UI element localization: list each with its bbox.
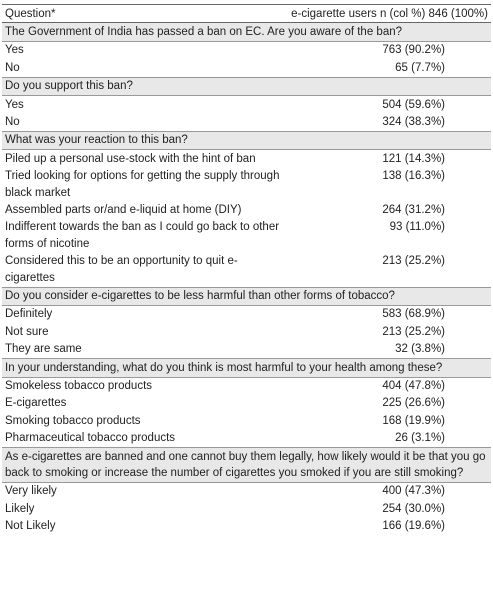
row-value: 504 (59.6%)	[382, 98, 445, 111]
data-row: E-cigarettes 225 (26.6%)	[2, 395, 491, 412]
survey-table: Question* e-cigarette users n (col %) 84…	[2, 3, 491, 536]
section-question: The Government of India has passed a ban…	[2, 22, 491, 42]
row-value: 225 (26.6%)	[382, 397, 445, 410]
row-value: 213 (25.2%)	[382, 325, 445, 338]
row-value: 583 (68.9%)	[382, 308, 445, 321]
data-row: Smokeless tobacco products 404 (47.8%)	[2, 377, 491, 395]
section-question: As e-cigarettes are banned and one canno…	[2, 447, 491, 483]
data-row: Yes 504 (59.6%)	[2, 96, 491, 114]
row-value: 26 (3.1%)	[395, 432, 445, 445]
data-row: Yes 763 (90.2%)	[2, 41, 491, 59]
row-label: Indifferent towards the ban as I could g…	[5, 221, 280, 250]
table-body: Question* e-cigarette users n (col %) 84…	[2, 3, 491, 536]
section-question: In your understanding, what do you think…	[2, 358, 491, 378]
row-label: Pharmaceutical tobacco products	[5, 432, 176, 445]
data-row: Indifferent towards the ban as I could g…	[2, 219, 491, 253]
data-row: Not Likely 166 (19.6%)	[2, 518, 491, 535]
row-value: 168 (19.9%)	[382, 414, 445, 427]
data-row: Assembled parts or/and e-liquid at home …	[2, 201, 491, 218]
row-value: 32 (3.8%)	[395, 343, 445, 356]
row-label: Smoking tobacco products	[5, 414, 141, 427]
data-row: No 65 (7.7%)	[2, 59, 491, 77]
row-value: 264 (31.2%)	[382, 203, 445, 216]
row-label: No	[5, 61, 20, 74]
row-label: Smokeless tobacco products	[5, 380, 153, 393]
row-label: No	[5, 115, 20, 128]
row-value: 254 (30.0%)	[382, 502, 445, 515]
section-row: The Government of India has passed a ban…	[2, 22, 491, 42]
data-row: Likely 254 (30.0%)	[2, 500, 491, 517]
row-value: 400 (47.3%)	[382, 485, 445, 498]
row-label: Not Likely	[5, 520, 56, 533]
header-cell: Question*	[2, 3, 289, 24]
header-row: Question* e-cigarette users n (col %) 84…	[2, 3, 491, 24]
row-label: Likely	[5, 502, 35, 515]
row-value: 166 (19.6%)	[382, 520, 445, 533]
section-row: Do you consider e-cigarettes to be less …	[2, 286, 491, 306]
section-row: What was your reaction to this ban?	[2, 130, 491, 151]
data-row: Pharmaceutical tobacco products 26 (3.1%)	[2, 430, 491, 448]
section-question: What was your reaction to this ban?	[2, 130, 491, 151]
row-label: Yes	[5, 98, 24, 111]
row-value: 65 (7.7%)	[395, 61, 445, 74]
row-label: Piled up a personal use-stock with the h…	[5, 152, 256, 165]
data-row: Definitely 583 (68.9%)	[2, 305, 491, 323]
row-label: Assembled parts or/and e-liquid at home …	[5, 203, 242, 216]
row-label: Yes	[5, 44, 24, 57]
section-question: Do you support this ban?	[2, 76, 491, 97]
data-row: Very likely 400 (47.3%)	[2, 482, 491, 500]
row-value: 121 (14.3%)	[382, 152, 445, 165]
row-value: 404 (47.8%)	[382, 380, 445, 393]
data-row: Smoking tobacco products 168 (19.9%)	[2, 412, 491, 429]
data-row: Not sure 213 (25.2%)	[2, 323, 491, 340]
row-label: They are same	[5, 343, 82, 356]
section-question: Do you consider e-cigarettes to be less …	[2, 286, 491, 306]
data-row: They are same 32 (3.8%)	[2, 341, 491, 359]
row-label: Considered this to be an opportunity to …	[5, 255, 238, 284]
row-value: 213 (25.2%)	[382, 255, 445, 268]
data-row: Piled up a personal use-stock with the h…	[2, 150, 491, 168]
row-value: 763 (90.2%)	[382, 44, 445, 57]
header-cell: e-cigarette users n (col %) 846 (100%)	[288, 3, 491, 24]
data-row: Considered this to be an opportunity to …	[2, 253, 491, 287]
row-label: Definitely	[5, 308, 53, 321]
page: Question* e-cigarette users n (col %) 84…	[0, 3, 493, 604]
row-label: Not sure	[5, 325, 49, 338]
row-value: 324 (38.3%)	[382, 115, 445, 128]
row-label: Very likely	[5, 485, 57, 498]
row-label: Tried looking for options for getting th…	[5, 170, 280, 199]
row-label: E-cigarettes	[5, 397, 67, 410]
row-value: 93 (11.0%)	[389, 221, 445, 234]
data-row: No 324 (38.3%)	[2, 113, 491, 131]
data-row: Tried looking for options for getting th…	[2, 168, 491, 202]
section-row: In your understanding, what do you think…	[2, 358, 491, 378]
row-value: 138 (16.3%)	[382, 170, 445, 183]
section-row: Do you support this ban?	[2, 76, 491, 97]
section-row: As e-cigarettes are banned and one canno…	[2, 447, 491, 483]
